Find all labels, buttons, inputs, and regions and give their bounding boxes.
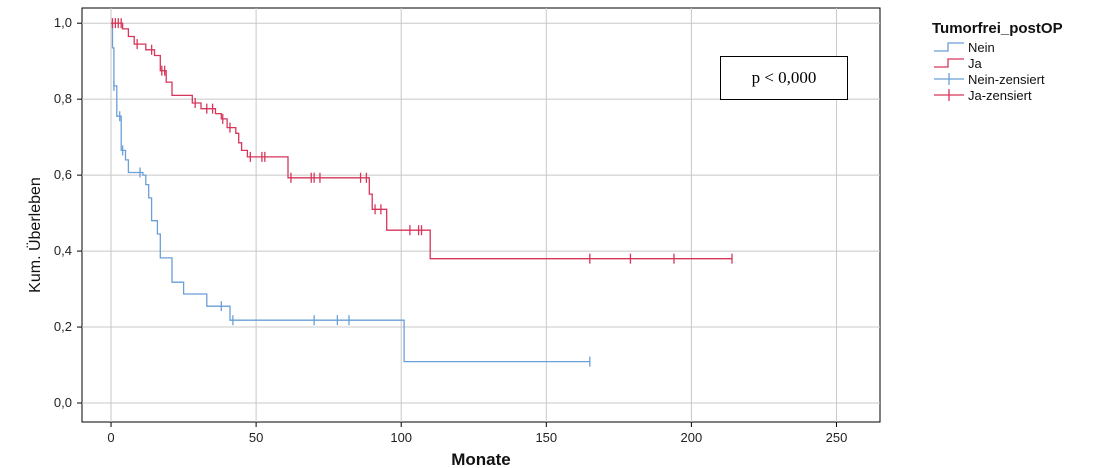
grid-lines (82, 8, 880, 422)
legend-item: Ja-zensiert (932, 87, 1063, 103)
survival-curve-nein (111, 22, 590, 363)
legend-title: Tumorfrei_postOP (932, 20, 1063, 37)
x-tick-label: 50 (249, 430, 263, 445)
x-tick-label: 100 (390, 430, 412, 445)
y-tick-label: 0,0 (54, 395, 72, 410)
p-value-text: p < 0,000 (751, 68, 817, 87)
legend: Tumorfrei_postOP Nein Ja Nein-zensiert Ja-z… (932, 20, 1063, 103)
legend-censor-swatch (934, 89, 964, 101)
p-value-box: p < 0,000 (720, 56, 848, 100)
legend-item: Nein (932, 39, 1063, 55)
y-tick-label: 0,6 (54, 167, 72, 182)
y-tick-label: 0,2 (54, 319, 72, 334)
x-tick-label: 150 (535, 430, 557, 445)
x-tick-label: 200 (681, 430, 703, 445)
x-axis-title: Monate (451, 450, 511, 468)
y-tick-label: 0,4 (54, 243, 72, 258)
series-nein (111, 22, 591, 367)
survival-curve-ja (111, 22, 732, 260)
x-tick-label: 0 (107, 430, 114, 445)
y-tick-label: 0,8 (54, 91, 72, 106)
legend-label: Nein-zensiert (968, 71, 1045, 87)
legend-item: Ja (932, 55, 1063, 71)
series-ja (111, 18, 733, 264)
y-axis-title: Kum. Überleben (26, 177, 44, 293)
legend-item: Nein-zensiert (932, 71, 1063, 87)
series-layer (111, 18, 733, 367)
legend-label: Ja (968, 55, 982, 71)
x-tick-label: 250 (826, 430, 848, 445)
legend-label: Nein (968, 39, 995, 55)
y-tick-label: 1,0 (54, 15, 72, 30)
legend-entries: Nein Ja Nein-zensiert Ja-zensiert (932, 39, 1063, 103)
legend-line-swatch (934, 58, 964, 68)
legend-label: Ja-zensiert (968, 87, 1032, 103)
legend-line-swatch (934, 42, 964, 52)
axis-layer: 0 50 100 150 200 250 0,0 0,2 0,4 0,6 0,8 1,0 (54, 15, 847, 445)
legend-censor-swatch (934, 73, 964, 85)
